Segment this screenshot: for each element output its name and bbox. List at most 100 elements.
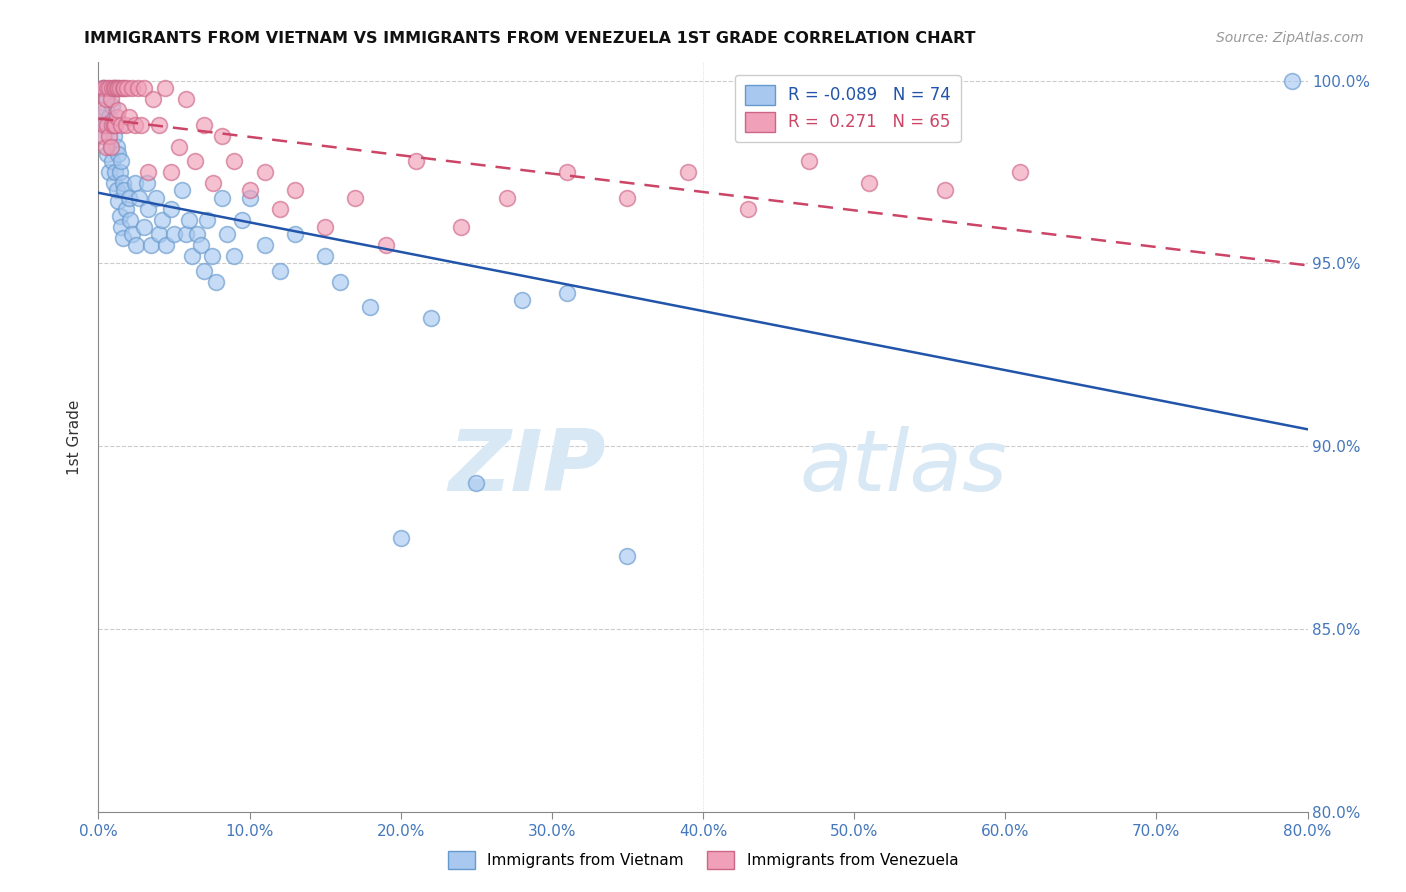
Point xyxy=(104,165,127,179)
Point xyxy=(167,139,190,153)
Point xyxy=(420,311,443,326)
Point xyxy=(132,81,155,95)
Text: IMMIGRANTS FROM VIETNAM VS IMMIGRANTS FROM VENEZUELA 1ST GRADE CORRELATION CHART: IMMIGRANTS FROM VIETNAM VS IMMIGRANTS FR… xyxy=(84,31,976,46)
Point xyxy=(205,275,228,289)
Point xyxy=(135,176,157,190)
Point xyxy=(211,191,233,205)
Point xyxy=(253,238,276,252)
Point xyxy=(329,275,352,289)
Point xyxy=(110,154,132,169)
Point xyxy=(94,103,117,117)
Point xyxy=(115,81,138,95)
Point xyxy=(91,81,114,95)
Point xyxy=(555,285,578,300)
Point xyxy=(124,118,146,132)
Point xyxy=(108,81,131,95)
Point xyxy=(195,212,218,227)
Point xyxy=(344,191,367,205)
Point xyxy=(202,176,225,190)
Point xyxy=(96,118,118,132)
Point xyxy=(314,219,336,234)
Point xyxy=(93,128,115,143)
Point xyxy=(215,227,238,242)
Point xyxy=(160,202,183,216)
Point xyxy=(797,154,820,169)
Point xyxy=(107,194,129,209)
Point xyxy=(148,227,170,242)
Point xyxy=(269,264,291,278)
Point xyxy=(103,118,125,132)
Point xyxy=(555,165,578,179)
Point xyxy=(94,118,117,132)
Point xyxy=(91,128,114,143)
Point xyxy=(118,191,141,205)
Point xyxy=(125,238,148,252)
Point xyxy=(374,238,396,252)
Point xyxy=(103,81,125,95)
Point xyxy=(150,212,173,227)
Point xyxy=(96,92,118,106)
Point xyxy=(186,227,208,242)
Point xyxy=(136,202,159,216)
Point xyxy=(104,81,127,95)
Point xyxy=(103,81,125,95)
Point xyxy=(155,238,177,252)
Point xyxy=(104,118,127,132)
Point xyxy=(98,165,121,179)
Text: atlas: atlas xyxy=(800,425,1008,508)
Point xyxy=(96,146,118,161)
Point xyxy=(114,202,136,216)
Point xyxy=(128,191,150,205)
Point xyxy=(148,118,170,132)
Point xyxy=(616,549,638,563)
Point xyxy=(239,191,262,205)
Point xyxy=(510,293,533,307)
Point xyxy=(93,118,115,132)
Point xyxy=(111,231,134,245)
Point xyxy=(112,183,135,197)
Point xyxy=(934,183,956,197)
Point xyxy=(616,191,638,205)
Point xyxy=(174,227,197,242)
Point xyxy=(179,212,201,227)
Point xyxy=(314,249,336,263)
Point xyxy=(450,219,472,234)
Legend: R = -0.089   N = 74, R =  0.271   N = 65: R = -0.089 N = 74, R = 0.271 N = 65 xyxy=(734,75,960,142)
Point xyxy=(163,227,186,242)
Point xyxy=(101,99,124,113)
Point xyxy=(153,81,176,95)
Point xyxy=(858,176,880,190)
Point xyxy=(224,154,246,169)
Point xyxy=(211,128,233,143)
Point xyxy=(132,219,155,234)
Point xyxy=(90,110,112,124)
Point xyxy=(737,202,759,216)
Point xyxy=(100,139,122,153)
Point xyxy=(405,154,427,169)
Point xyxy=(465,475,488,490)
Point xyxy=(120,212,142,227)
Point xyxy=(107,146,129,161)
Point xyxy=(111,176,134,190)
Point xyxy=(101,118,124,132)
Point xyxy=(121,227,143,242)
Point xyxy=(1281,73,1303,87)
Point xyxy=(98,110,121,124)
Point xyxy=(145,191,167,205)
Point xyxy=(101,81,124,95)
Point xyxy=(94,92,117,106)
Point xyxy=(253,165,276,179)
Point xyxy=(121,81,143,95)
Point xyxy=(108,209,131,223)
Point xyxy=(127,81,149,95)
Point xyxy=(389,531,412,545)
Point xyxy=(224,249,246,263)
Point xyxy=(105,139,128,153)
Point xyxy=(108,165,131,179)
Point xyxy=(170,183,193,197)
Point xyxy=(129,118,152,132)
Point xyxy=(110,219,132,234)
Point xyxy=(193,118,215,132)
Point xyxy=(103,128,125,143)
Point xyxy=(676,165,699,179)
